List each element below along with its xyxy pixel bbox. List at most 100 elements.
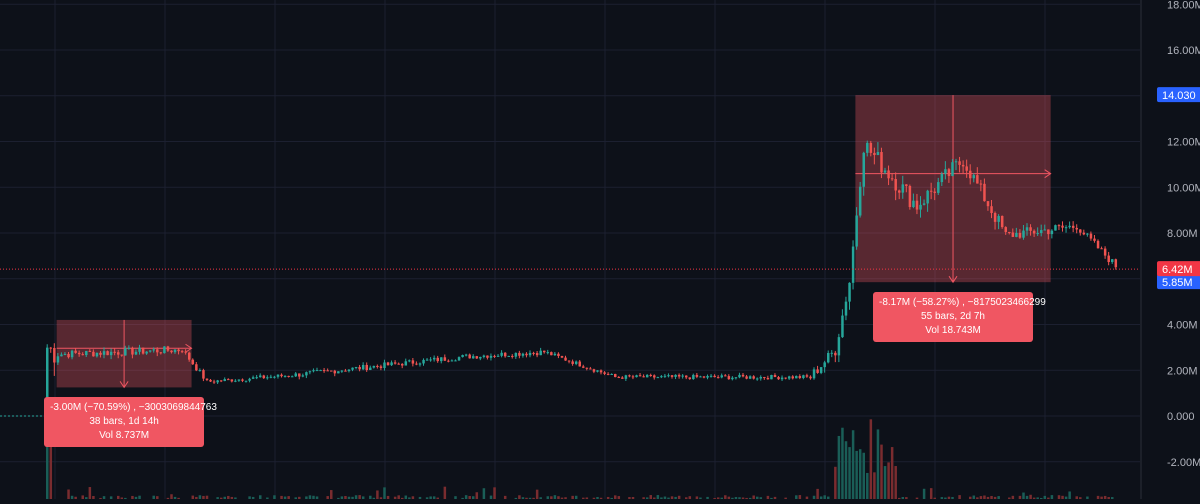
measure-boxes xyxy=(56,95,1052,389)
volume-bar xyxy=(408,497,411,499)
volume-bar xyxy=(287,496,290,499)
candle-body xyxy=(990,206,993,213)
candle-body xyxy=(283,375,287,377)
candle-body xyxy=(738,374,741,378)
candle-body xyxy=(287,375,290,377)
candle-body xyxy=(787,376,791,379)
candle-body xyxy=(88,350,92,352)
candle-body xyxy=(780,377,784,380)
candle-body xyxy=(408,360,411,362)
candle-body xyxy=(574,361,578,364)
candle-body xyxy=(322,370,326,372)
candle-body xyxy=(614,373,617,377)
candle-body xyxy=(163,346,166,354)
measure-callout-2: -8.17M (−58.27%) , −8175023466299 55 bar… xyxy=(873,292,1046,343)
candle-body xyxy=(124,348,127,356)
volume-bar xyxy=(819,496,823,499)
candle-body xyxy=(397,363,400,365)
price-axis[interactable]: 18.00M16.00M14.00M12.00M10.00M8.00M4.00M… xyxy=(1140,0,1200,499)
volume-bar xyxy=(560,497,564,499)
candle-body xyxy=(415,363,418,365)
y-tick-label: 16.00M xyxy=(1167,45,1200,57)
volume-bar xyxy=(1040,497,1043,499)
volume-bar xyxy=(1029,494,1032,499)
candle-body xyxy=(1100,248,1103,250)
candle-body xyxy=(908,185,912,208)
candle-body xyxy=(635,375,638,378)
candle-body xyxy=(567,360,571,362)
volume-bar xyxy=(521,497,525,499)
candle-body xyxy=(958,161,961,165)
volume-bar xyxy=(546,496,550,499)
volume-bar xyxy=(905,497,908,499)
candle-body xyxy=(848,282,851,302)
candle-body xyxy=(447,360,450,362)
volume-bar xyxy=(670,496,674,499)
volume-bar xyxy=(109,496,113,499)
candle-body xyxy=(713,375,716,378)
volume-bar xyxy=(958,495,961,499)
candle-body xyxy=(578,361,581,367)
volume-bar xyxy=(372,497,376,499)
measure-change-label: -8.17M (−58.27%) , −8175023466299 xyxy=(879,297,1046,309)
candle-body xyxy=(862,152,865,187)
volume-bar xyxy=(557,496,560,499)
candle-body xyxy=(450,360,454,362)
candle-body xyxy=(461,355,464,358)
candle-body xyxy=(965,166,968,171)
candle-body xyxy=(951,162,954,177)
volume-bar xyxy=(731,497,734,499)
candle-body xyxy=(241,379,244,381)
candle-body xyxy=(550,352,553,356)
volume-bar xyxy=(74,496,77,499)
candle-body xyxy=(95,352,99,357)
candle-body xyxy=(1022,230,1025,238)
candle-body xyxy=(464,354,468,356)
candle-body xyxy=(621,377,624,379)
volume-bar xyxy=(617,496,621,499)
candle-body xyxy=(915,200,919,210)
candle-body xyxy=(230,379,234,382)
candle-body xyxy=(642,376,645,378)
volume-bar xyxy=(1047,497,1050,499)
candle-body xyxy=(1107,255,1110,263)
candle-body xyxy=(369,367,372,371)
candle-body xyxy=(599,370,603,373)
volume-bar xyxy=(894,466,897,499)
volume-bar xyxy=(827,496,830,499)
range-badge xyxy=(1157,87,1200,103)
candle-body xyxy=(77,352,81,355)
candle-body xyxy=(827,352,830,363)
volume-bar xyxy=(369,495,372,499)
volume-bar xyxy=(667,497,670,499)
y-tick-label: 2.00M xyxy=(1167,365,1198,377)
candle-body xyxy=(809,376,812,379)
volume-bar xyxy=(376,490,379,499)
candle-body xyxy=(954,161,958,163)
candle-body xyxy=(312,370,315,372)
volume-bar xyxy=(464,495,468,499)
volume-bar xyxy=(298,496,301,499)
candle-body xyxy=(905,184,908,186)
volume-bar xyxy=(425,497,429,499)
volume-bar xyxy=(922,488,926,499)
volume-bar xyxy=(198,495,202,499)
volume-bar xyxy=(784,497,787,499)
candle-body xyxy=(202,370,205,379)
volume-bar xyxy=(653,497,656,499)
volume-bar xyxy=(770,497,773,499)
volume-bar xyxy=(979,496,983,499)
candle-body xyxy=(926,190,929,204)
candle-body xyxy=(1047,229,1050,235)
candle-body xyxy=(269,376,273,378)
volume-bar xyxy=(656,495,660,499)
volume-bar xyxy=(1011,495,1015,499)
candle-body xyxy=(702,376,706,378)
candle-body xyxy=(543,350,546,353)
candle-body xyxy=(582,366,585,368)
volume-bar xyxy=(550,496,553,499)
volume-bar xyxy=(358,495,361,499)
candle-body xyxy=(276,374,280,377)
